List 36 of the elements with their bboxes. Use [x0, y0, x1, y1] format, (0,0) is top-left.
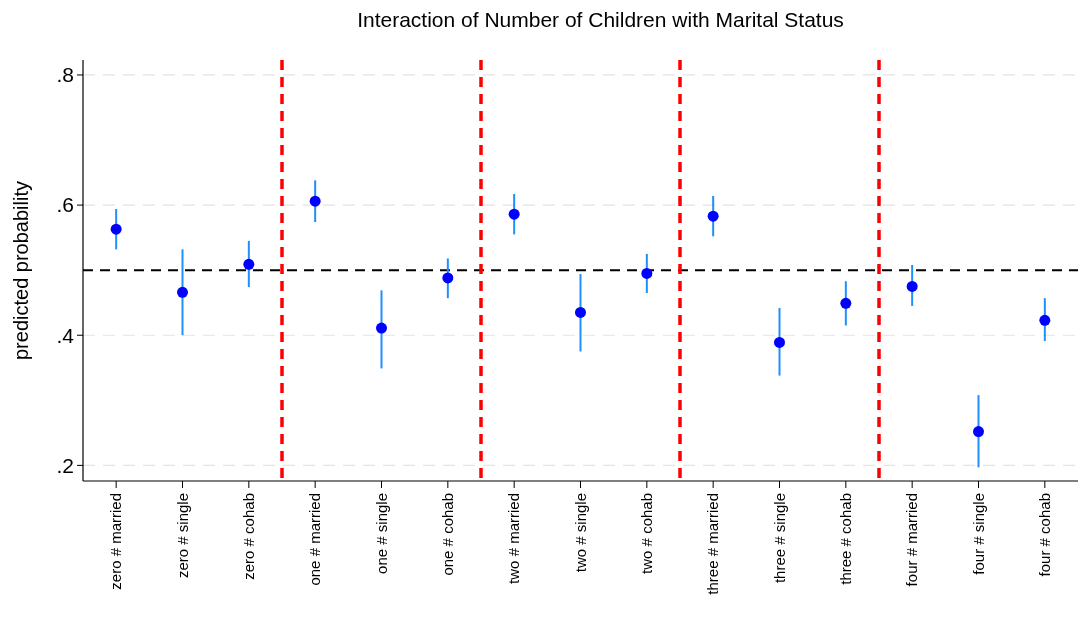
point	[243, 258, 255, 270]
point	[906, 280, 918, 292]
x-tick-label: zero # married	[107, 493, 125, 590]
x-tick-label: three # married	[704, 493, 722, 595]
chart-title: Interaction of Number of Children with Marital Status	[357, 8, 844, 31]
point	[575, 306, 586, 318]
point	[376, 322, 387, 334]
y-tick-label: .4	[56, 323, 75, 347]
x-tick-label: four # married	[903, 493, 921, 587]
point	[707, 210, 719, 222]
y-tick-label: .6	[56, 193, 74, 217]
x-tick-label: two # single	[571, 493, 589, 573]
point	[177, 286, 188, 298]
point	[508, 208, 520, 220]
y-tick-label: .8	[56, 63, 74, 87]
x-tick-label: zero # cohab	[240, 493, 258, 580]
point	[1039, 314, 1051, 326]
point	[309, 195, 321, 207]
x-tick-label: three # cohab	[837, 493, 855, 585]
point	[840, 297, 852, 309]
x-tick-label: zero # single	[173, 493, 191, 579]
point	[110, 223, 122, 235]
x-tick-label: one # single	[372, 493, 390, 574]
point	[973, 426, 984, 438]
x-tick-label: three # single	[770, 493, 788, 584]
point	[641, 267, 653, 279]
x-tick-label: two # cohab	[638, 493, 656, 574]
y-tick-label: .2	[56, 453, 74, 477]
x-tick-label: four # cohab	[1036, 493, 1054, 577]
point	[774, 336, 785, 348]
x-tick-label: one # married	[306, 493, 324, 586]
x-tick-label: two # married	[505, 493, 523, 584]
x-tick-label: four # single	[969, 493, 987, 575]
y-axis-title: predicted probability	[10, 181, 32, 360]
x-tick-label: one # cohab	[439, 493, 457, 576]
point	[442, 272, 454, 284]
